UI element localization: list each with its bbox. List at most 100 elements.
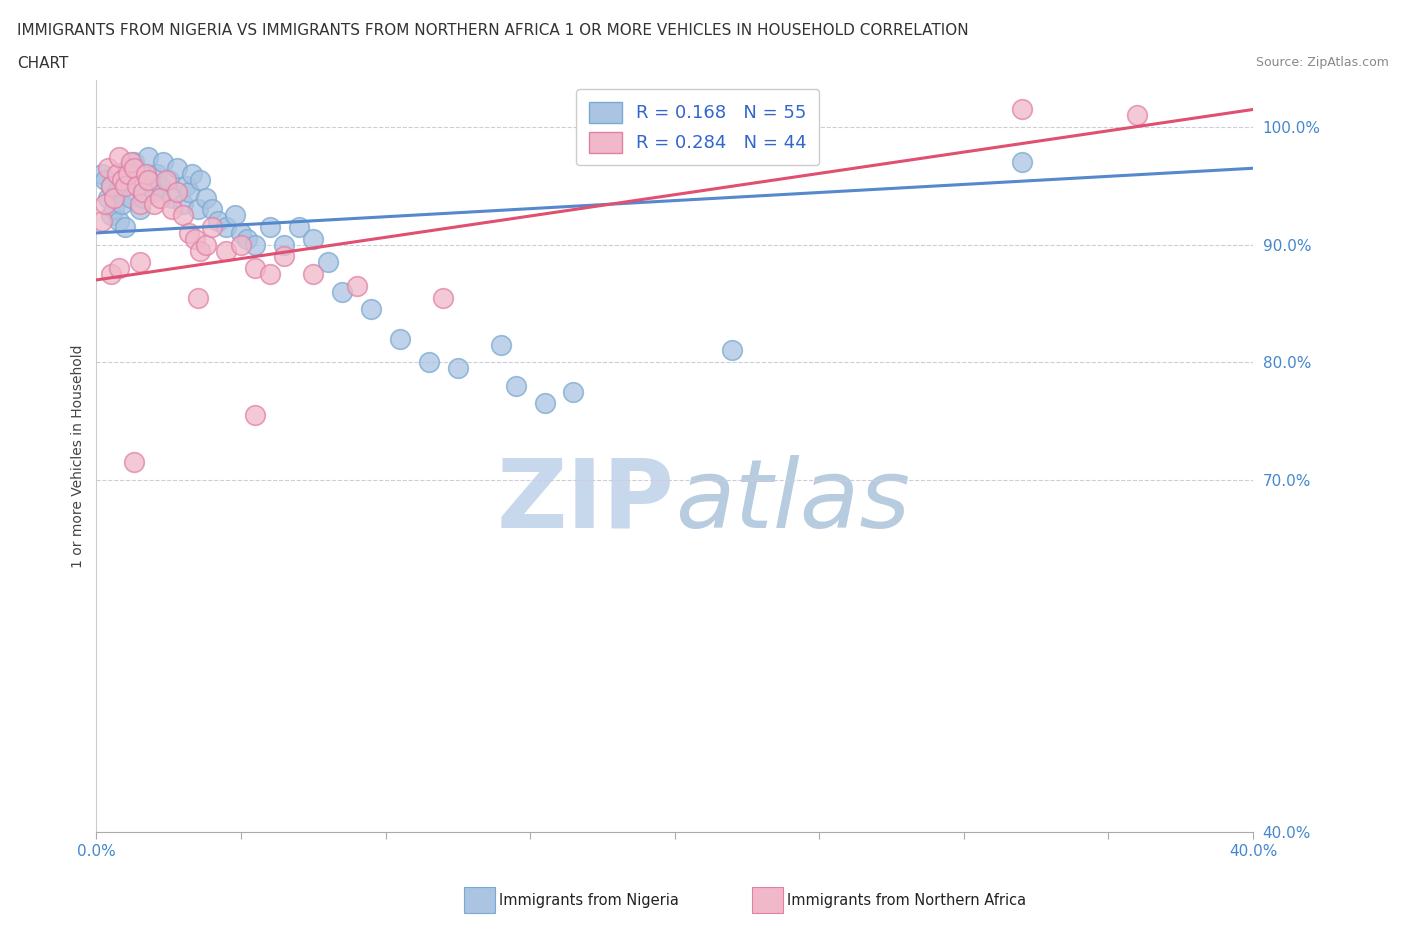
- Point: [125, 179, 148, 193]
- Point: [100, 267, 122, 282]
- Point: [273, 249, 295, 264]
- Point: [183, 232, 205, 246]
- Point: [166, 161, 188, 176]
- Point: [201, 202, 224, 217]
- Point: [146, 166, 169, 181]
- Point: [91, 166, 114, 181]
- Point: [125, 173, 148, 188]
- Point: [1011, 102, 1033, 117]
- Point: [190, 243, 212, 258]
- Point: [418, 354, 440, 369]
- Point: [149, 179, 172, 193]
- Point: [97, 161, 120, 176]
- Point: [190, 173, 212, 188]
- Point: [259, 219, 281, 234]
- Text: ZIP: ZIP: [496, 455, 675, 548]
- Point: [122, 155, 145, 170]
- Point: [172, 207, 194, 222]
- Point: [108, 260, 131, 275]
- Point: [103, 202, 125, 217]
- Point: [388, 331, 411, 346]
- Point: [201, 219, 224, 234]
- Point: [177, 184, 200, 199]
- Point: [207, 214, 229, 229]
- Point: [229, 237, 252, 252]
- Point: [187, 290, 209, 305]
- Point: [108, 149, 131, 164]
- Point: [114, 219, 136, 234]
- Point: [143, 184, 166, 199]
- Point: [138, 149, 160, 164]
- Point: [245, 237, 267, 252]
- Point: [721, 343, 744, 358]
- Point: [138, 173, 160, 188]
- Point: [120, 155, 142, 170]
- Point: [533, 396, 555, 411]
- Point: [105, 184, 128, 199]
- Point: [122, 161, 145, 176]
- Point: [187, 202, 209, 217]
- Point: [215, 219, 238, 234]
- Text: atlas: atlas: [675, 455, 910, 548]
- Point: [97, 191, 120, 206]
- Point: [180, 166, 202, 181]
- Point: [111, 173, 134, 188]
- Legend: R = 0.168   N = 55, R = 0.284   N = 44: R = 0.168 N = 55, R = 0.284 N = 44: [576, 89, 820, 166]
- Text: CHART: CHART: [17, 56, 69, 71]
- Point: [224, 207, 246, 222]
- Point: [152, 155, 174, 170]
- Point: [195, 237, 218, 252]
- Point: [160, 191, 183, 206]
- Point: [100, 179, 122, 193]
- Point: [1126, 108, 1149, 123]
- Text: Immigrants from Nigeria: Immigrants from Nigeria: [499, 893, 679, 908]
- Point: [177, 225, 200, 240]
- Point: [432, 290, 454, 305]
- Point: [174, 179, 197, 193]
- Point: [160, 202, 183, 217]
- Point: [1011, 155, 1033, 170]
- Point: [117, 161, 139, 176]
- Point: [505, 379, 527, 393]
- Point: [155, 173, 177, 188]
- Y-axis label: 1 or more Vehicles in Household: 1 or more Vehicles in Household: [72, 344, 86, 568]
- Text: Source: ZipAtlas.com: Source: ZipAtlas.com: [1256, 56, 1389, 69]
- Point: [111, 196, 134, 211]
- Point: [316, 255, 339, 270]
- Point: [195, 191, 218, 206]
- Point: [166, 184, 188, 199]
- Point: [346, 278, 368, 293]
- Point: [100, 179, 122, 193]
- Point: [215, 243, 238, 258]
- Point: [134, 166, 156, 181]
- Point: [447, 361, 470, 376]
- Point: [120, 191, 142, 206]
- Point: [117, 166, 139, 181]
- Point: [91, 214, 114, 229]
- Point: [229, 225, 252, 240]
- Point: [287, 219, 309, 234]
- Point: [149, 191, 172, 206]
- Point: [100, 207, 122, 222]
- Point: [94, 196, 117, 211]
- Point: [330, 285, 353, 299]
- Text: IMMIGRANTS FROM NIGERIA VS IMMIGRANTS FROM NORTHERN AFRICA 1 OR MORE VEHICLES IN: IMMIGRANTS FROM NIGERIA VS IMMIGRANTS FR…: [17, 23, 969, 38]
- Point: [360, 302, 382, 317]
- Point: [302, 232, 325, 246]
- Point: [131, 184, 153, 199]
- Point: [103, 191, 125, 206]
- Point: [235, 232, 257, 246]
- Point: [273, 237, 295, 252]
- Point: [302, 267, 325, 282]
- Point: [94, 173, 117, 188]
- Point: [157, 173, 180, 188]
- Point: [259, 267, 281, 282]
- Text: Immigrants from Northern Africa: Immigrants from Northern Africa: [787, 893, 1026, 908]
- Point: [128, 255, 150, 270]
- Point: [172, 196, 194, 211]
- Point: [108, 214, 131, 229]
- Point: [245, 260, 267, 275]
- Point: [143, 196, 166, 211]
- Point: [105, 166, 128, 181]
- Point: [131, 191, 153, 206]
